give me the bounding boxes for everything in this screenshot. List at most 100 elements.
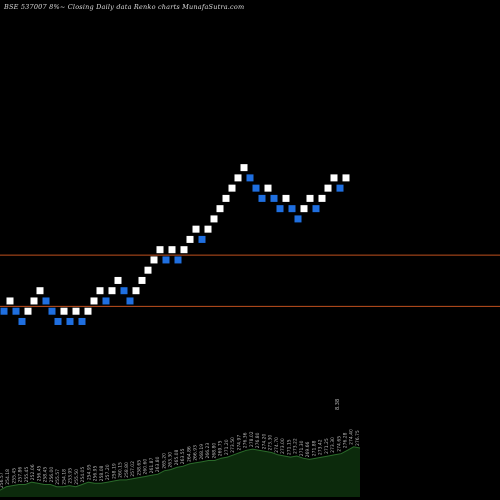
volume-label-41: 278.02 (249, 431, 255, 447)
volume-label-56: 276.28 (343, 432, 349, 448)
volume-label-53: 271.25 (324, 438, 330, 454)
renko-brick-50 (294, 215, 302, 223)
renko-brick-35 (204, 225, 212, 233)
renko-brick-43 (252, 184, 260, 192)
volume-label-42: 276.80 (255, 432, 261, 448)
renko-brick-34 (198, 235, 206, 243)
renko-brick-51 (300, 205, 308, 213)
renko-brick-22 (126, 297, 134, 305)
renko-brick-24 (138, 276, 146, 284)
volume-label-17: 258.08 (99, 465, 105, 481)
volume-label-25: 261.87 (149, 457, 155, 473)
volume-label-26: 263.80 (155, 456, 161, 472)
renko-brick-12 (66, 317, 74, 325)
volume-label-24: 260.60 (143, 459, 149, 475)
volume-label-45: 274.70 (274, 437, 280, 453)
volume-label-20: 260.15 (118, 462, 124, 478)
renko-brick-26 (150, 256, 158, 264)
volume-label-29: 265.08 (174, 449, 180, 465)
renko-brick-57 (336, 184, 344, 192)
volume-label-40: 276.36 (243, 432, 249, 448)
renko-brick-19 (108, 287, 116, 295)
renko-brick-1 (0, 307, 8, 315)
renko-brick-27 (156, 246, 164, 254)
volume-label-33: 268.19 (199, 444, 205, 460)
volume-label-3: 255.45 (11, 468, 17, 484)
volume-label-2: 254.18 (5, 469, 11, 485)
volume-label-18: 257.20 (105, 464, 111, 480)
volume-label-32: 266.93 (193, 445, 199, 461)
renko-brick-52 (306, 194, 314, 202)
renko-brick-54 (318, 194, 326, 202)
volume-label-14: 254.05 (80, 467, 86, 483)
volume-label-23: 258.65 (136, 460, 142, 476)
renko-brick-38 (222, 194, 230, 202)
renko-brick-33 (192, 225, 200, 233)
volume-label-7: 256.45 (36, 465, 42, 481)
volume-label-16: 256.95 (93, 465, 99, 481)
volume-label-55: 274.65 (336, 436, 342, 452)
renko-brick-37 (216, 205, 224, 213)
volume-label-52: 273.42 (318, 439, 324, 455)
volume-label-30: 263.55 (180, 448, 186, 464)
renko-brick-36 (210, 215, 218, 223)
renko-brick-32 (186, 235, 194, 243)
volume-label-19: 258.19 (111, 463, 117, 479)
renko-brick-30 (174, 256, 182, 264)
renko-brick-49 (288, 205, 296, 213)
volume-label-31: 264.86 (186, 446, 192, 462)
volume-label-13: 255.50 (74, 469, 80, 485)
renko-brick-8 (42, 297, 50, 305)
renko-brick-31 (180, 246, 188, 254)
volume-label-5: 255.45 (24, 467, 30, 483)
volume-label-36: 269.75 (218, 440, 224, 456)
volume-label-49: 271.30 (299, 440, 305, 456)
volume-label-15: 254.95 (86, 464, 92, 480)
volume-label-38: 273.50 (230, 437, 236, 453)
renko-bricks (0, 164, 350, 325)
renko-brick-2 (6, 297, 14, 305)
renko-brick-40 (234, 174, 242, 182)
renko-brick-15 (84, 307, 92, 315)
reference-lines (0, 254, 500, 307)
renko-brick-23 (132, 287, 140, 295)
renko-brick-18 (102, 297, 110, 305)
renko-brick-42 (246, 174, 254, 182)
volume-annotation: 8.38 (335, 399, 341, 410)
volume-label-1: 256.57 (0, 472, 5, 488)
renko-brick-47 (276, 205, 284, 213)
renko-brick-5 (24, 307, 32, 315)
renko-brick-53 (312, 205, 320, 213)
renko-brick-10 (54, 317, 62, 325)
renko-brick-41 (240, 164, 248, 172)
volume-label-22: 257.02 (130, 461, 136, 477)
volume-outline (0, 446, 361, 491)
renko-brick-48 (282, 194, 290, 202)
volume-label-4: 257.86 (18, 467, 24, 483)
volume-label-50: 269.66 (305, 441, 311, 457)
renko-brick-9 (48, 307, 56, 315)
renko-brick-14 (78, 317, 86, 325)
renko-brick-13 (72, 307, 80, 315)
volume-label-28: 263.30 (168, 452, 174, 468)
renko-brick-46 (270, 194, 278, 202)
volume-label-27: 265.20 (161, 453, 167, 469)
renko-brick-44 (258, 194, 266, 202)
renko-brick-20 (114, 276, 122, 284)
volume-label-46: 273.00 (280, 438, 286, 454)
volume-label-47: 271.15 (286, 439, 292, 455)
chart-title: BSE 537007 8%~ Closing Daily data Renko … (4, 3, 245, 11)
volume-label-54: 273.30 (330, 437, 336, 453)
volume-label-39: 274.97 (236, 435, 242, 451)
volume-label-58: 276.75 (355, 430, 361, 446)
volume-label-12: 253.95 (68, 468, 74, 484)
volume-label-44: 273.30 (268, 435, 274, 451)
renko-brick-25 (144, 266, 152, 274)
renko-brick-58 (342, 174, 350, 182)
volume-label-34: 266.23 (205, 443, 211, 459)
renko-brick-3 (12, 307, 20, 315)
volume-fill (0, 446, 360, 497)
volume-label-51: 271.88 (311, 440, 317, 456)
volume-label-57: 274.40 (349, 429, 355, 445)
